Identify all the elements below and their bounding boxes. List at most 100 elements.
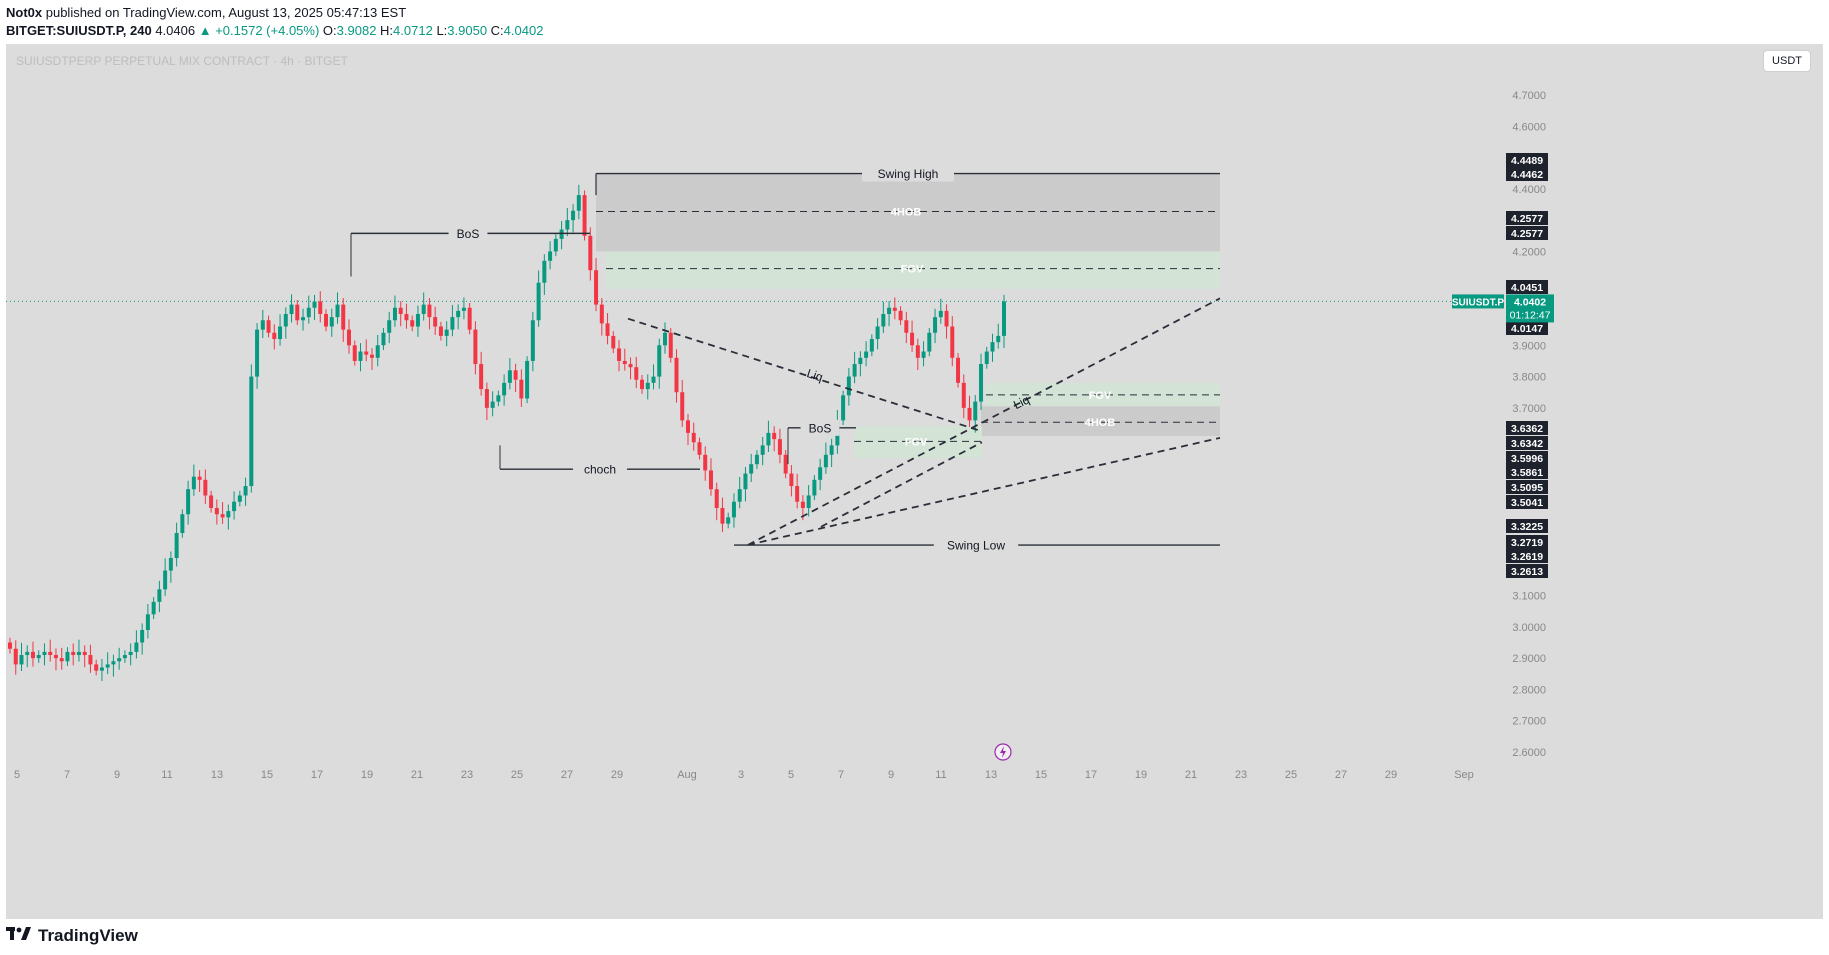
chart-header: Not0x published on TradingView.com, Augu… (6, 4, 543, 40)
candle (226, 504, 231, 530)
y-tick-label: 2.8000 (1512, 684, 1546, 696)
candle (525, 356, 530, 404)
x-tick-label: 25 (511, 769, 523, 781)
ohlc-line: BITGET:SUIUSDT.P, 240 4.0406 ▲ +0.1572 (… (6, 22, 543, 40)
candle (122, 650, 127, 663)
candle (255, 323, 260, 389)
choch-line[interactable]: choch (500, 461, 700, 478)
candle (668, 328, 673, 363)
x-tick-label: 11 (161, 769, 172, 781)
x-tick-label: 23 (1235, 769, 1247, 781)
candle (301, 308, 306, 331)
top-orderblock-zone[interactable] (596, 173, 1220, 252)
y-tick-label: 2.9000 (1512, 653, 1546, 665)
candle (979, 353, 984, 411)
x-tick-label: 17 (311, 769, 323, 781)
fvg-mid-label: FGV (905, 436, 928, 448)
y-tick-label: 2.7000 (1512, 716, 1546, 728)
candle (645, 374, 650, 400)
candle (737, 476, 742, 509)
x-tick-label: Sep (1454, 769, 1474, 781)
candle (168, 551, 173, 583)
close-value: 4.0402 (503, 23, 544, 38)
x-tick-label: 25 (1285, 769, 1297, 781)
y-tick-label: 4.7000 (1512, 90, 1546, 102)
x-tick-label: 19 (361, 769, 373, 781)
candle (852, 351, 857, 384)
price-label-text: 3.5996 (1511, 453, 1543, 465)
candle (306, 295, 311, 324)
x-tick-label: 13 (985, 769, 997, 781)
candle (651, 364, 656, 390)
symbol-label[interactable]: BITGET:SUIUSDT.P, 240 (6, 23, 152, 38)
candle (421, 292, 426, 321)
liq-line-1[interactable] (627, 317, 983, 433)
price-label: 3.2719 (1506, 535, 1548, 549)
candle (444, 321, 449, 347)
candle (910, 320, 915, 352)
top-fvg-zone[interactable] (606, 251, 1220, 289)
candle (530, 311, 535, 372)
candle (875, 318, 880, 350)
candle (938, 298, 943, 324)
candle (818, 458, 823, 491)
publish-info: published on TradingView.com, August 13,… (42, 5, 407, 20)
candle (961, 374, 966, 419)
currency-button[interactable]: USDT (1763, 50, 1811, 72)
candle (19, 642, 24, 671)
candle (663, 322, 668, 354)
price-label: 3.6362 (1506, 421, 1548, 435)
trendline-up-3[interactable] (747, 437, 1221, 546)
x-tick-label: 19 (1135, 769, 1147, 781)
lightning-event-icon[interactable] (994, 743, 1012, 761)
x-tick-label: 7 (838, 769, 844, 781)
candle (479, 351, 484, 396)
candle (720, 497, 725, 533)
current-symbol: SUIUSDT.P (1452, 297, 1505, 308)
candle (553, 234, 558, 257)
x-tick-label: 5 (14, 769, 20, 781)
candle (777, 428, 782, 464)
swing-low-line[interactable]: Swing Low (734, 537, 1220, 554)
price-chart[interactable]: Swing High 4HOB FGV BoS choch BoS Swing Low Liq… (6, 44, 1823, 919)
candle (266, 315, 271, 338)
candle (490, 391, 495, 417)
candle (157, 580, 162, 613)
bos-line-1[interactable]: BoS (351, 225, 590, 242)
author-name[interactable]: Not0x (6, 5, 43, 20)
bos-line-2-label: BoS (809, 421, 832, 435)
trendline-up-2[interactable] (820, 441, 983, 528)
candle (680, 380, 685, 427)
right-orderblock-zone[interactable] (981, 406, 1220, 437)
candle (726, 512, 731, 529)
candle (214, 499, 219, 525)
candle (82, 645, 87, 668)
swing-high-line-label: Swing High (878, 167, 939, 181)
candle (232, 491, 237, 520)
price-label: 4.4462 (1506, 167, 1548, 181)
candle (812, 475, 817, 501)
y-tick-label: 3.8000 (1512, 372, 1546, 384)
candle (438, 321, 443, 341)
footer-brand[interactable]: TradingView (6, 926, 138, 946)
candle (53, 648, 58, 671)
candle (697, 437, 702, 460)
bos-line-1-label: BoS (457, 227, 480, 241)
candle (249, 364, 254, 493)
swing-high-line[interactable]: Swing High (596, 165, 1220, 182)
bos-line-2[interactable]: BoS (788, 419, 856, 436)
candle (657, 338, 662, 389)
chart-pane[interactable]: Swing High 4HOB FGV BoS choch BoS Swing Low Liq… (6, 44, 1823, 919)
y-tick-label: 2.6000 (1512, 747, 1546, 759)
candle (536, 270, 541, 327)
price-label: 3.5996 (1506, 451, 1548, 465)
candle (559, 221, 564, 250)
right-fvg-zone[interactable] (986, 382, 1220, 407)
candle (772, 426, 777, 452)
x-tick-label: 21 (411, 769, 423, 781)
candle (950, 316, 955, 367)
trendline-up-1[interactable] (747, 297, 1221, 546)
x-tick-label: 27 (561, 769, 573, 781)
y-tick-label: 3.0000 (1512, 622, 1546, 634)
